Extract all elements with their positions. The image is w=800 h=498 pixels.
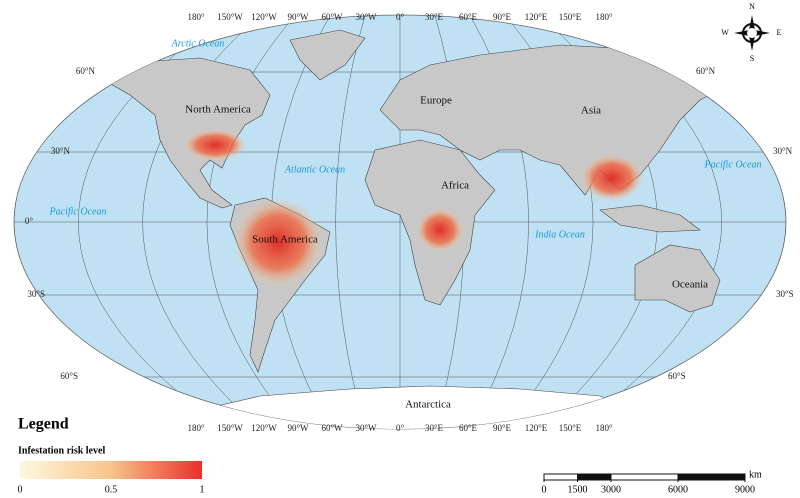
longitude-label-top: 60°W <box>321 12 343 22</box>
longitude-label-top: 180° <box>595 12 613 22</box>
latitude-label-right: 30°N <box>773 146 793 156</box>
latitude-label-left: 30°N <box>51 146 71 156</box>
compass-e: E <box>777 28 782 37</box>
legend-tick-label: 0 <box>18 484 23 495</box>
longitude-label-top: 90°W <box>287 12 309 22</box>
longitude-label-top: 90°E <box>493 12 512 22</box>
compass-center <box>747 28 757 38</box>
scale-unit: km <box>749 469 762 480</box>
longitude-label-top: 30°E <box>425 12 444 22</box>
latitude-label-right: 30°S <box>776 289 794 299</box>
compass-w: W <box>721 28 729 37</box>
maritime-asia <box>599 204 701 233</box>
risk-area <box>183 129 247 161</box>
longitude-label-bottom: 120°E <box>525 423 548 433</box>
scale-tick-label: 0 <box>542 484 547 495</box>
longitude-label-bottom: 150°E <box>559 423 582 433</box>
legend-title: Legend <box>18 416 69 433</box>
latitude-label-left: 60°S <box>60 371 78 381</box>
longitude-label-bottom: 120°W <box>251 423 277 433</box>
ocean-label: Arctic Ocean <box>171 38 225 49</box>
compass-s: S <box>750 54 754 63</box>
legend-tick-label: 1 <box>200 484 205 495</box>
scale-segment <box>678 474 745 480</box>
latitude-label-right: 60°N <box>696 66 716 76</box>
australia <box>634 244 721 313</box>
longitude-label-bottom: 0° <box>396 423 405 433</box>
scale-tick-label: 1500 <box>568 484 588 495</box>
continent-label: Europe <box>420 95 452 107</box>
greenland <box>289 29 366 81</box>
continent-label: Oceania <box>672 279 708 291</box>
compass-n: N <box>749 2 755 11</box>
compass: N W E S <box>721 2 781 63</box>
scale-tick-label: 3000 <box>601 484 621 495</box>
scale-segment <box>577 474 611 480</box>
longitude-label-bottom: 60°E <box>459 423 478 433</box>
longitude-label-bottom: 60°W <box>321 423 343 433</box>
longitude-label-top: 60°E <box>459 12 478 22</box>
risk-area <box>580 154 644 202</box>
longitude-label-top: 0° <box>396 12 405 22</box>
latitude-label-left: 60°N <box>76 66 96 76</box>
latitude-label-right: 60°S <box>668 371 686 381</box>
risk-area <box>416 208 464 252</box>
risk-area <box>233 197 323 287</box>
longitude-label-bottom: 90°W <box>287 423 309 433</box>
longitude-label-top: 30°W <box>355 12 377 22</box>
longitude-label-top: 120°E <box>525 12 548 22</box>
continent-label: North America <box>185 104 251 116</box>
north-america <box>94 57 271 209</box>
latitude-label-left: 0° <box>25 216 34 226</box>
longitude-label-bottom: 30°E <box>425 423 444 433</box>
longitude-label-bottom: 180° <box>595 423 613 433</box>
continent-label: South America <box>252 234 318 246</box>
longitude-label-bottom: 30°W <box>355 423 377 433</box>
continent-label: Asia <box>581 105 601 117</box>
labels: 180° 180° 150°W 150°W 120°W 120°W 90°W 90°W 60°W… <box>25 12 794 433</box>
longitude-label-top: 150°E <box>559 12 582 22</box>
legend-subtitle: Infestation risk level <box>18 445 105 456</box>
meridian <box>335 15 367 429</box>
latitude-label-left: 30°S <box>27 289 45 299</box>
continent-label: Africa <box>441 180 469 192</box>
longitude-label-top: 180° <box>187 12 205 22</box>
ocean-label: Pacific Ocean <box>704 159 762 170</box>
longitude-label-top: 120°W <box>251 12 277 22</box>
longitude-label-bottom: 180° <box>187 423 205 433</box>
scale-tick-label: 6000 <box>668 484 688 495</box>
legend-gradient <box>20 461 202 479</box>
longitude-label-bottom: 150°W <box>217 423 243 433</box>
ocean-label: Pacific Ocean <box>49 206 107 217</box>
longitude-label-bottom: 90°E <box>493 423 512 433</box>
legend-tick-label: 0.5 <box>105 484 118 495</box>
risk-areas <box>183 129 644 287</box>
continent-label: Antarctica <box>405 399 451 411</box>
ocean-label: India Ocean <box>534 229 585 240</box>
ocean-label: Atlantic Ocean <box>284 164 345 175</box>
meridian <box>206 15 299 429</box>
longitude-label-top: 150°W <box>217 12 243 22</box>
scale-tick-label: 9000 <box>735 484 755 495</box>
